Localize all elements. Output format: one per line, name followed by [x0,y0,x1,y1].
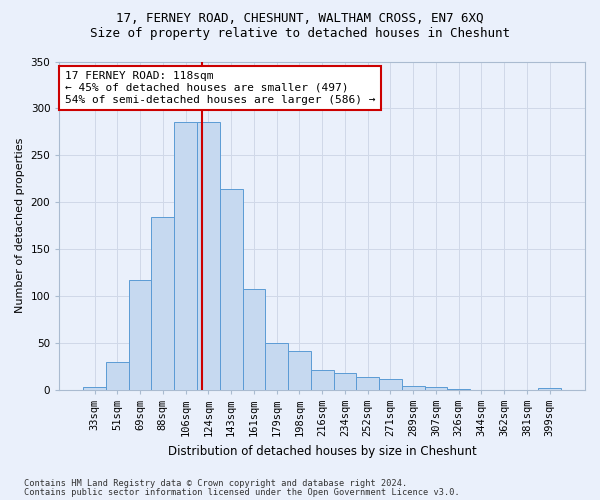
Bar [174,122,197,390]
X-axis label: Distribution of detached houses by size in Cheshunt: Distribution of detached houses by size … [168,444,476,458]
Bar [242,290,265,390]
Bar [129,280,151,390]
Bar [402,386,425,390]
Bar [265,343,288,390]
Text: Contains HM Land Registry data © Crown copyright and database right 2024.: Contains HM Land Registry data © Crown c… [24,479,407,488]
Bar [288,351,311,390]
Y-axis label: Number of detached properties: Number of detached properties [15,138,25,314]
Text: Contains public sector information licensed under the Open Government Licence v3: Contains public sector information licen… [24,488,460,497]
Bar [538,388,561,390]
Bar [334,373,356,390]
Bar [448,388,470,390]
Bar [220,189,242,390]
Text: 17, FERNEY ROAD, CHESHUNT, WALTHAM CROSS, EN7 6XQ: 17, FERNEY ROAD, CHESHUNT, WALTHAM CROSS… [116,12,484,26]
Bar [197,122,220,390]
Bar [83,387,106,390]
Bar [356,376,379,390]
Bar [106,362,129,390]
Bar [151,217,174,390]
Bar [311,370,334,390]
Bar [379,380,402,390]
Bar [425,387,448,390]
Text: Size of property relative to detached houses in Cheshunt: Size of property relative to detached ho… [90,28,510,40]
Text: 17 FERNEY ROAD: 118sqm
← 45% of detached houses are smaller (497)
54% of semi-de: 17 FERNEY ROAD: 118sqm ← 45% of detached… [65,72,375,104]
